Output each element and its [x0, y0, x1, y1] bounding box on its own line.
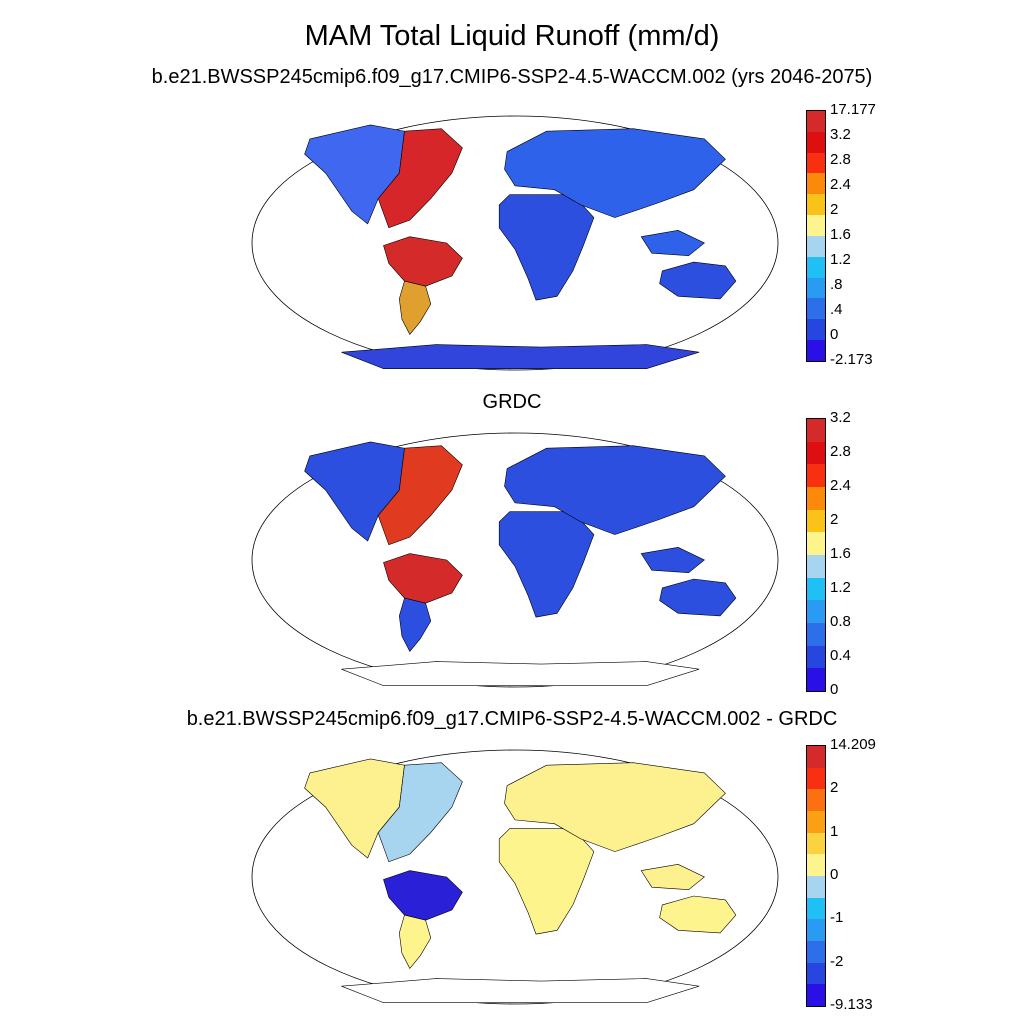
- colorbar-3-swatch: [807, 746, 825, 768]
- colorbar-3-label: 1: [830, 822, 839, 840]
- map-1-region-southeast-asia: [640, 229, 705, 257]
- figure-title: MAM Total Liquid Runoff (mm/d): [304, 20, 720, 52]
- map-3-region-eurasia: [504, 762, 726, 852]
- colorbar-2-label: 0: [830, 681, 839, 698]
- colorbar-1-label: 1.2: [830, 251, 851, 268]
- colorbar-3-swatch: [807, 875, 825, 898]
- map-3-region-amazon: [383, 870, 463, 921]
- map-1-region-amazon: [383, 236, 463, 287]
- colorbar-2-swatch: [807, 554, 825, 578]
- map-3-region-north-america-west: [304, 758, 405, 859]
- colorbar-3-swatch: [807, 789, 825, 811]
- map-2-region-eurasia: [504, 445, 726, 535]
- colorbar-1-swatch: [807, 340, 825, 361]
- panel-1-title: b.e21.BWSSP245cmip6.f09_g17.CMIP6-SSP2-4…: [151, 66, 873, 88]
- colorbar-2-label: 1.6: [830, 545, 851, 562]
- colorbar-2-swatch: [807, 577, 825, 601]
- colorbar-2-swatch: [807, 645, 825, 669]
- colorbar-3-label: 0: [830, 866, 839, 883]
- colorbar-1-swatch: [807, 152, 825, 174]
- map-1-region-north-america-west: [304, 124, 405, 225]
- map-2-region-south-america-south: [398, 597, 432, 652]
- colorbar-1-label: 3.2: [830, 126, 851, 143]
- colorbar-2-swatch: [807, 509, 825, 533]
- colorbar-3-label: 14.209: [830, 736, 876, 753]
- colorbar-2-label: 0.4: [830, 647, 851, 664]
- colorbar-1-swatch: [807, 235, 825, 257]
- colorbar-1-label: 2.4: [830, 176, 851, 193]
- colorbar-1-label: 2: [830, 201, 839, 218]
- colorbar-1-label: 2.8: [830, 151, 851, 168]
- colorbar-3-label: -9.133: [830, 996, 873, 1013]
- colorbar-3-swatch: [807, 919, 825, 941]
- colorbar-3-swatch: [807, 810, 825, 833]
- colorbar-2-swatch: [807, 464, 825, 487]
- colorbar-2: [806, 418, 826, 692]
- colorbar-3-label: 2: [830, 779, 839, 797]
- colorbar-2-swatch: [807, 532, 825, 555]
- panel-3-title: b.e21.BWSSP245cmip6.f09_g17.CMIP6-SSP2-4…: [186, 708, 838, 730]
- map-2-region-north-america-east: [377, 445, 463, 546]
- map-2-region-north-america-west: [304, 441, 405, 542]
- colorbar-3-swatch: [807, 897, 825, 920]
- colorbar-3-label: -2: [830, 952, 844, 970]
- colorbar-1-swatch: [807, 277, 825, 299]
- map-1-region-north-america-east: [377, 128, 463, 229]
- colorbar-2-swatch: [807, 600, 825, 623]
- map-3-region-australia: [659, 895, 737, 934]
- colorbar-2-swatch: [807, 419, 825, 442]
- panel-2-title: GRDC: [482, 391, 542, 413]
- colorbar-1-label: .4: [830, 301, 843, 318]
- colorbar-3-label: -1: [830, 909, 844, 927]
- map-1-region-australia: [659, 261, 737, 300]
- colorbar-1-label: 1.6: [830, 226, 851, 243]
- colorbar-1-swatch: [807, 111, 825, 132]
- colorbar-1-swatch: [807, 298, 825, 320]
- colorbar-3: [806, 745, 826, 1007]
- colorbar-3-swatch: [807, 962, 825, 985]
- colorbar-2-label: 2.4: [830, 477, 851, 494]
- colorbar-3-swatch: [807, 854, 825, 876]
- colorbar-2-label: 3.2: [830, 409, 851, 426]
- map-1-region-south-america-south: [398, 280, 432, 335]
- colorbar-1-swatch: [807, 256, 825, 278]
- colorbar-1-label: 17.177: [830, 101, 876, 118]
- colorbar-1-swatch: [807, 215, 825, 236]
- colorbar-1: [806, 110, 826, 362]
- colorbar-1-swatch: [807, 131, 825, 153]
- colorbar-1-swatch: [807, 194, 825, 216]
- colorbar-2-label: 2.8: [830, 443, 851, 460]
- map-3-region-africa: [498, 828, 595, 935]
- colorbar-1-label: .8: [830, 276, 843, 293]
- colorbar-3-swatch: [807, 767, 825, 790]
- map-2-region-australia: [659, 578, 737, 617]
- map-2-region-antarctica: [341, 661, 700, 687]
- colorbar-3-swatch: [807, 940, 825, 963]
- colorbar-2-swatch: [807, 668, 825, 691]
- map-3-region-south-america-south: [398, 914, 432, 969]
- colorbar-1-swatch: [807, 319, 825, 341]
- map-3-region-north-america-east: [377, 762, 463, 863]
- colorbar-2-swatch: [807, 441, 825, 465]
- map-3-region-antarctica: [341, 978, 700, 1004]
- map-2-region-southeast-asia: [640, 546, 705, 574]
- colorbar-3-swatch: [807, 984, 825, 1006]
- colorbar-3-swatch: [807, 832, 825, 855]
- map-1-region-eurasia: [504, 128, 726, 218]
- map-2-region-africa: [498, 511, 595, 618]
- colorbar-2-swatch: [807, 622, 825, 646]
- colorbar-2-label: 2: [830, 511, 839, 528]
- colorbar-2-label: 0.8: [830, 613, 851, 630]
- colorbar-1-label: -2.173: [830, 351, 873, 368]
- map-2-region-amazon: [383, 553, 463, 604]
- colorbar-2-swatch: [807, 486, 825, 510]
- colorbar-2-label: 1.2: [830, 579, 851, 596]
- map-1-region-africa: [498, 194, 595, 301]
- map-1-region-antarctica: [341, 344, 700, 370]
- colorbar-1-swatch: [807, 173, 825, 195]
- map-3-region-southeast-asia: [640, 863, 705, 891]
- colorbar-1-label: 0: [830, 326, 839, 343]
